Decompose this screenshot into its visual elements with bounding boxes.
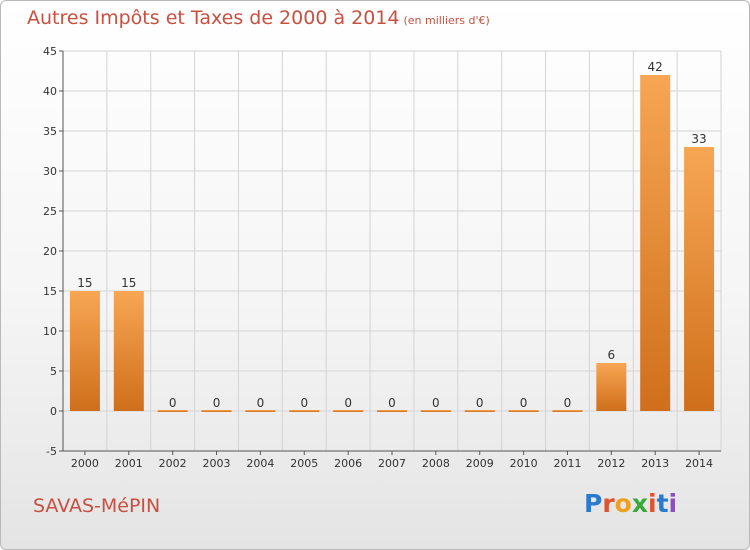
data-label: 6: [608, 348, 616, 362]
y-tick-label: 20: [43, 245, 57, 258]
y-tick-label: 35: [43, 125, 57, 138]
data-label: 0: [388, 396, 396, 410]
chart-title-unit: (en milliers d'€): [403, 14, 490, 27]
data-label: 0: [213, 396, 221, 410]
x-tick-label: 2009: [466, 457, 494, 470]
y-tick-label: 25: [43, 205, 57, 218]
x-tick-label: 2001: [115, 457, 143, 470]
logo-letter: o: [614, 489, 632, 518]
y-tick-label: 15: [43, 285, 57, 298]
x-tick-label: 2011: [553, 457, 581, 470]
x-tick-label: 2014: [685, 457, 713, 470]
data-label: 0: [520, 396, 528, 410]
data-label: 0: [432, 396, 440, 410]
bar: [684, 147, 715, 411]
x-tick-label: 2013: [641, 457, 669, 470]
commune-name: SAVAS-MéPIN: [33, 495, 161, 517]
x-tick-label: 2005: [290, 457, 318, 470]
x-tick-label: 2012: [597, 457, 625, 470]
bar: [157, 410, 188, 412]
logo-letter: r: [602, 489, 615, 518]
data-label: 0: [476, 396, 484, 410]
chart-title-main: Autres Impôts et Taxes de 2000 à 2014: [27, 7, 400, 29]
x-tick-label: 2000: [71, 457, 99, 470]
bar: [333, 410, 364, 412]
data-label: 42: [648, 60, 663, 74]
x-tick-label: 2007: [378, 457, 406, 470]
axes: -5 0 5 10 15 20 25 30 35 40 45 2000 2001 2002 2003 2004…: [43, 45, 721, 470]
y-tick-label: -5: [46, 445, 57, 458]
y-tick-label: 10: [43, 325, 57, 338]
bar: [289, 410, 320, 412]
y-tick-label: 30: [43, 165, 57, 178]
data-label: 0: [300, 396, 308, 410]
data-label: 0: [564, 396, 572, 410]
y-tick-label: 5: [50, 365, 57, 378]
data-label: 0: [344, 396, 352, 410]
data-label: 33: [691, 132, 706, 146]
x-tick-label: 2006: [334, 457, 362, 470]
x-tick-label: 2010: [510, 457, 538, 470]
bar: [69, 291, 100, 411]
bar: [113, 291, 144, 411]
data-label: 15: [121, 276, 136, 290]
bar: [420, 410, 451, 412]
x-tick-label: 2002: [159, 457, 187, 470]
y-tick-label: 45: [43, 45, 57, 58]
x-tick-label: 2008: [422, 457, 450, 470]
data-labels: 15 15 0 0 0 0 0 0 0 0 0 0 6 42 33: [77, 60, 706, 410]
x-tick-label: 2003: [203, 457, 231, 470]
y-tick-label: 0: [50, 405, 57, 418]
bar: [377, 410, 407, 412]
bar: [464, 410, 495, 412]
logo-letter: t: [656, 489, 669, 518]
data-label: 0: [169, 396, 177, 410]
logo-letter: P: [584, 489, 603, 518]
chart-title: Autres Impôts et Taxes de 2000 à 2014 (en…: [27, 7, 490, 29]
bar: [201, 410, 232, 412]
y-tick-label: 40: [43, 85, 57, 98]
logo-letter: x: [631, 489, 648, 518]
bar: [508, 410, 539, 412]
x-tick-label: 2004: [246, 457, 274, 470]
bar: [245, 410, 276, 412]
logo-letter: i: [648, 489, 657, 518]
bar: [596, 363, 627, 411]
logo-letter: i: [668, 489, 678, 518]
data-label: 0: [257, 396, 265, 410]
bar: [640, 75, 671, 411]
bar: [552, 410, 583, 412]
bars: [69, 75, 715, 412]
proxiti-logo[interactable]: Proxiti: [584, 489, 677, 518]
data-label: 15: [77, 276, 92, 290]
